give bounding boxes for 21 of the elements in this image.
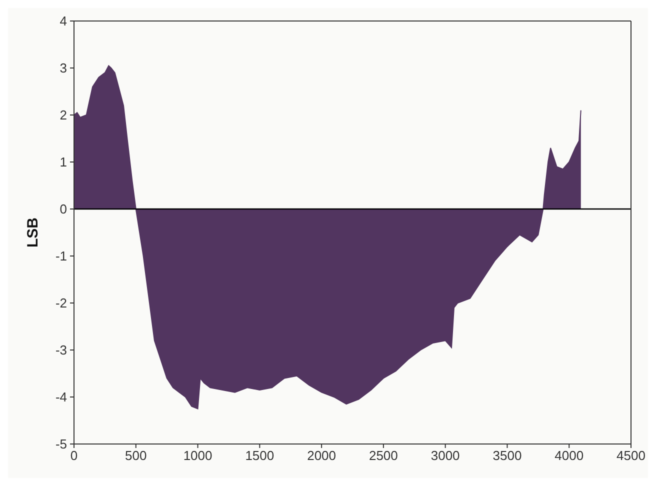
y-tick-label: 3 xyxy=(60,60,67,76)
y-tick-label: 2 xyxy=(60,108,67,123)
y-tick-label: -5 xyxy=(55,436,67,452)
y-tick-label: 1 xyxy=(60,154,67,170)
x-tick-label: 1000 xyxy=(183,448,212,464)
y-tick-label: 0 xyxy=(60,202,67,217)
y-axis-title: LSB xyxy=(24,217,42,248)
x-tick-label: 3500 xyxy=(492,448,522,464)
x-tick-label: 0 xyxy=(70,448,78,464)
x-tick-label: 4000 xyxy=(554,448,584,464)
y-tick-label: -3 xyxy=(55,342,67,358)
x-tick-label: 500 xyxy=(125,448,147,464)
x-tick-label: 4500 xyxy=(616,448,646,464)
x-tick-label: 1500 xyxy=(245,448,274,464)
x-tick-label: 2000 xyxy=(307,448,336,464)
x-tick-label: 3000 xyxy=(430,448,460,464)
y-tick-label: -2 xyxy=(55,296,67,311)
y-tick-label: -1 xyxy=(55,248,67,264)
x-tick-label: 2500 xyxy=(368,448,398,464)
y-tick-label: -4 xyxy=(55,390,67,405)
y-tick-label: 4 xyxy=(60,14,67,29)
